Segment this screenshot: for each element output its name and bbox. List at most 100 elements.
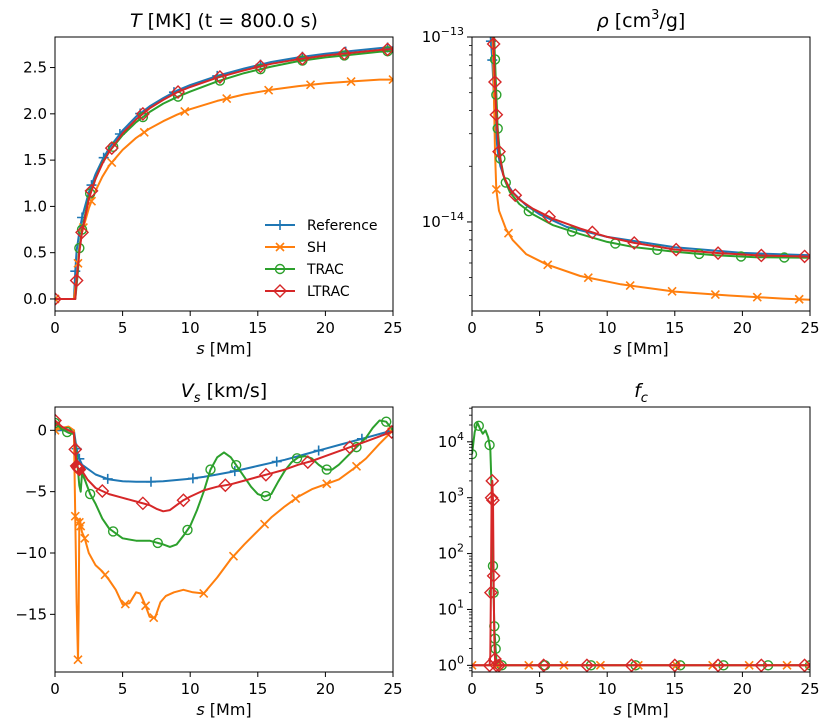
marker-reference: [229, 466, 240, 477]
series-ltrac: [55, 42, 393, 306]
marker-sh: [100, 570, 110, 580]
subplot-4: 0 5 10 15 20 25 100 101 102 103 104 fc s [Mm]: [438, 380, 820, 719]
marker-trac: [107, 141, 119, 152]
series-line-trac: [493, 37, 810, 259]
x-tick-label: 0: [50, 680, 60, 698]
legend-marker: [274, 263, 286, 275]
plot-area: [55, 42, 393, 306]
series-line-ltrac: [55, 419, 393, 513]
marker-sh: [264, 85, 274, 95]
series-line-reference: [55, 429, 393, 483]
x-tick-label: 25: [383, 680, 402, 698]
legend-entry: LTRAC: [265, 284, 350, 300]
marker-ltrac: [295, 51, 310, 66]
y-tick-label: 0: [37, 421, 47, 439]
series-line-ltrac: [472, 479, 810, 667]
marker-sh: [222, 94, 232, 104]
legend-marker: [273, 284, 287, 298]
plot-area: [485, 37, 810, 304]
x-tick-label: 25: [383, 319, 402, 337]
x-tick-label: 10: [181, 319, 200, 337]
marker-ltrac: [84, 183, 99, 198]
chart-title: Vs [km/s]: [181, 380, 267, 406]
marker-ltrac: [492, 144, 507, 159]
y-tick-label: 1.5: [23, 151, 47, 169]
marker-ltrac: [489, 658, 504, 672]
x-tick-label: 0: [467, 680, 477, 698]
marker-ltrac: [176, 493, 191, 508]
marker-ltrac: [484, 490, 499, 505]
x-axis-label: s [Mm]: [613, 700, 668, 719]
marker-ltrac: [218, 478, 233, 493]
axes-frame: [54, 406, 394, 673]
marker-sh: [305, 80, 316, 90]
plot-area: [472, 420, 810, 672]
marker-sh: [794, 294, 804, 304]
x-tick-label: 10: [598, 319, 617, 337]
marker-reference: [313, 445, 324, 456]
marker-ltrac: [486, 568, 501, 583]
marker-trac: [652, 244, 663, 255]
marker-ltrac: [135, 496, 150, 511]
marker-ltrac: [667, 658, 682, 672]
marker-ltrac: [104, 141, 119, 156]
y-tick-label: 0.5: [23, 244, 47, 262]
x-tick-label: 0: [467, 319, 477, 337]
x-tick-label: 10: [181, 680, 200, 698]
marker-sh: [199, 588, 209, 599]
subplot-2: 0 5 10 15 20 25 10−14 10−13 ρ [cm3/g] s [Mm]: [422, 8, 820, 358]
marker-ltrac: [536, 658, 551, 672]
marker-trac: [472, 449, 478, 460]
y-tick-label: −10: [15, 544, 47, 562]
marker-sh: [322, 479, 332, 489]
marker-ltrac: [258, 467, 273, 482]
x-tick-label: 20: [733, 319, 752, 337]
marker-trac: [381, 416, 392, 427]
marker-ltrac: [797, 658, 810, 672]
marker-ltrac: [579, 658, 594, 672]
series-ltrac: [486, 37, 810, 264]
marker-reference: [271, 456, 282, 467]
legend-entry: Reference: [265, 218, 378, 234]
marker-ltrac: [487, 651, 502, 666]
marker-ltrac: [75, 225, 90, 240]
x-tick-label: 20: [316, 319, 335, 337]
x-tick-label: 5: [118, 319, 128, 337]
axes-frame: [471, 36, 811, 312]
marker-ltrac: [487, 75, 502, 89]
marker-trac: [321, 464, 332, 475]
marker-ltrac: [508, 188, 523, 203]
marker-reference: [145, 476, 156, 487]
marker-trac: [779, 252, 790, 263]
marker-sh: [107, 157, 117, 168]
x-tick-label: 5: [118, 680, 128, 698]
x-tick-label: 5: [535, 319, 545, 337]
legend-label: SH: [307, 240, 326, 256]
marker-ltrac: [483, 585, 498, 600]
marker-sh: [346, 76, 356, 87]
marker-sh: [625, 281, 635, 291]
marker-ltrac: [68, 442, 83, 457]
marker-sh: [491, 184, 501, 194]
marker-ltrac: [342, 440, 357, 455]
marker-ltrac: [485, 493, 500, 508]
series-sh: [55, 75, 393, 304]
series-line-trac: [472, 421, 810, 667]
marker-trac: [84, 488, 96, 500]
marker-trac: [205, 464, 216, 475]
x-tick-label: 25: [800, 680, 819, 698]
marker-trac: [255, 64, 266, 75]
y-tick-label: 10−14: [422, 210, 464, 231]
marker-trac: [152, 537, 163, 549]
y-tick-label: 2.0: [23, 105, 47, 123]
x-tick-label: 20: [733, 680, 752, 698]
x-tick-label: 0: [50, 319, 60, 337]
marker-reference: [55, 425, 60, 436]
marker-ltrac: [489, 107, 504, 122]
series-ltrac: [55, 413, 393, 513]
marker-ltrac: [212, 69, 227, 84]
series-reference: [485, 37, 810, 257]
marker-ltrac: [380, 42, 393, 57]
marker-ltrac: [171, 84, 186, 99]
